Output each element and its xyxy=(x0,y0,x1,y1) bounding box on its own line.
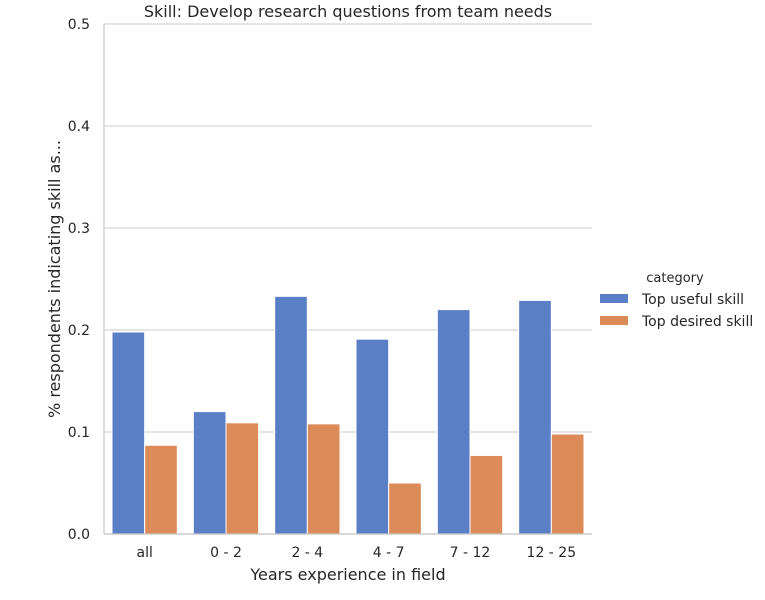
bar-1-3 xyxy=(388,482,422,535)
x-tick-label: all xyxy=(136,545,152,561)
legend-label-top-useful-skill: Top useful skill xyxy=(641,292,744,308)
bar-1-1 xyxy=(225,422,260,535)
x-tick-label: 0 - 2 xyxy=(210,545,242,561)
y-axis-label: % respondents indicating skill as... xyxy=(45,140,64,418)
legend: category Top useful skill Top desired sk… xyxy=(600,271,753,330)
axes xyxy=(103,24,592,535)
bar-0-4 xyxy=(436,309,471,535)
ticks: 0.0 0.1 0.2 0.3 0.4 0.5 all 0 - 2 2 - 4 4 - 7 7 - … xyxy=(68,17,576,561)
x-axis-label: Years experience in field xyxy=(249,565,445,584)
y-tick-label: 0.2 xyxy=(68,323,90,339)
y-tick-label: 0.5 xyxy=(68,17,90,33)
bar-0-5 xyxy=(518,299,552,535)
bar-0-3 xyxy=(355,338,390,535)
y-tick-label: 0.0 xyxy=(68,527,90,543)
chart-title: Skill: Develop research questions from t… xyxy=(144,2,552,21)
y-tick-label: 0.4 xyxy=(68,119,90,135)
bars xyxy=(111,295,585,535)
bar-0-0 xyxy=(111,331,146,535)
bar-1-2 xyxy=(306,423,341,535)
y-tick-label: 0.1 xyxy=(68,425,90,441)
legend-title: category xyxy=(646,271,704,286)
legend-swatch-top-useful-skill xyxy=(600,294,628,303)
legend-swatch-top-desired-skill xyxy=(600,316,628,325)
x-tick-label: 12 - 25 xyxy=(527,545,577,561)
x-tick-label: 7 - 12 xyxy=(450,545,491,561)
legend-label-top-desired-skill: Top desired skill xyxy=(641,314,753,330)
y-tick-label: 0.3 xyxy=(68,221,90,237)
bar-1-0 xyxy=(144,444,178,535)
bar-0-2 xyxy=(274,295,308,535)
bar-1-4 xyxy=(469,454,504,535)
bar-1-5 xyxy=(550,433,585,535)
x-tick-label: 4 - 7 xyxy=(373,545,405,561)
bar-0-1 xyxy=(192,411,227,535)
x-tick-label: 2 - 4 xyxy=(291,545,323,561)
